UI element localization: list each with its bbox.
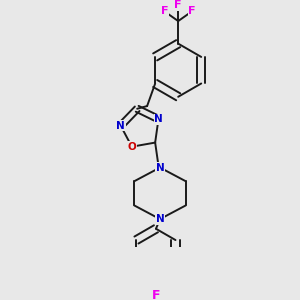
Text: N: N (116, 121, 125, 131)
Text: F: F (174, 0, 182, 10)
Text: F: F (152, 289, 160, 300)
Text: N: N (156, 214, 164, 224)
Text: O: O (128, 142, 136, 152)
Text: F: F (188, 6, 196, 16)
Text: N: N (154, 114, 163, 124)
Text: F: F (161, 6, 168, 16)
Text: N: N (156, 163, 164, 172)
